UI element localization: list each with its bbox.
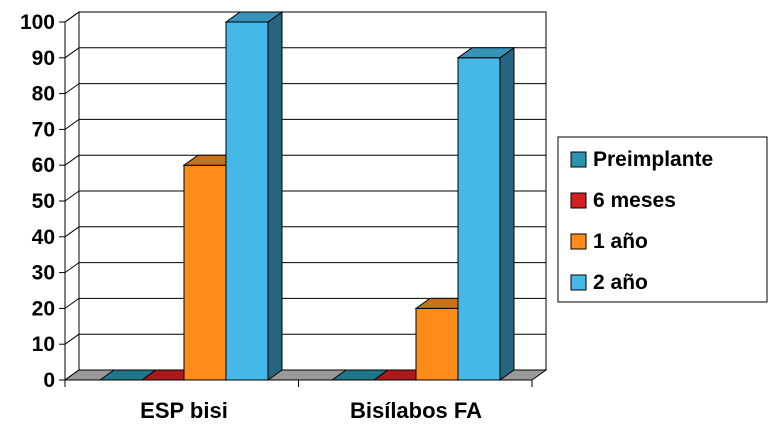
- gridline-side: [64, 333, 80, 345]
- legend-swatch: [570, 192, 587, 209]
- bar-side: [267, 11, 283, 381]
- y-tick-label: 30: [32, 262, 55, 285]
- gridline-side: [64, 297, 80, 309]
- y-tick-label: 10: [32, 333, 55, 356]
- y-tick-label: 40: [32, 226, 55, 249]
- x-category-label: Bisílabos FA: [350, 398, 482, 423]
- gridline-side: [64, 118, 80, 130]
- bar: [415, 307, 459, 381]
- y-tick-label: 100: [20, 11, 55, 34]
- gridline-side: [64, 154, 80, 166]
- bar-top: [224, 11, 284, 23]
- legend-swatch: [570, 233, 587, 250]
- legend-label: 2 año: [593, 271, 648, 294]
- bar: [225, 21, 269, 381]
- legend-swatch: [570, 151, 587, 168]
- gridline-side: [64, 262, 80, 274]
- y-tick-label: 70: [32, 118, 55, 141]
- legend-label: 1 año: [593, 230, 648, 253]
- bar-side: [499, 46, 515, 381]
- y-tick-label: 80: [32, 83, 55, 106]
- legend-label: Preimplante: [593, 148, 713, 171]
- bar: [183, 164, 227, 381]
- y-tick-label: 50: [32, 190, 55, 213]
- y-tick-label: 20: [32, 297, 55, 320]
- legend-label: 6 meses: [593, 189, 676, 212]
- y-tick-label: 90: [32, 47, 55, 70]
- y-tick-label: 60: [32, 154, 55, 177]
- legend-swatch: [570, 274, 587, 291]
- y-tick-label: 0: [43, 369, 55, 392]
- x-category-label: ESP bisi: [140, 398, 228, 423]
- legend-box: [557, 136, 768, 303]
- gridline-side: [64, 226, 80, 238]
- bar: [457, 57, 501, 381]
- gridline-side: [64, 47, 80, 59]
- gridline-side: [64, 190, 80, 202]
- gridline-side: [64, 83, 80, 95]
- gridline-side: [64, 11, 80, 23]
- bar-top: [456, 47, 516, 59]
